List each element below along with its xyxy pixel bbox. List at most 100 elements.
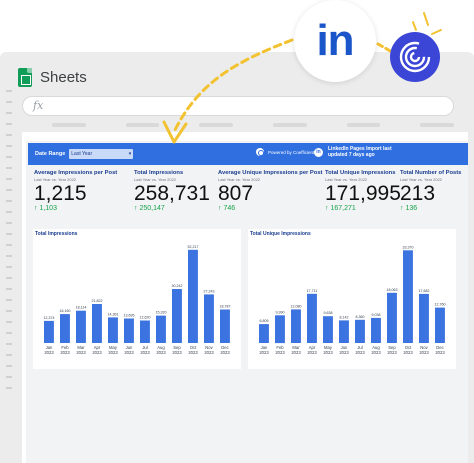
row-header[interactable]: [6, 255, 12, 257]
row-header[interactable]: [6, 145, 12, 147]
x-tick-label: Feb: [276, 345, 284, 350]
chart-bar[interactable]: [172, 289, 182, 343]
chart-bar[interactable]: [220, 309, 230, 344]
row-header[interactable]: [6, 321, 12, 323]
row-header[interactable]: [6, 112, 12, 114]
row-header[interactable]: [6, 266, 12, 268]
row-header[interactable]: [6, 123, 12, 125]
x-tick-label: May: [109, 345, 118, 350]
chart-bar[interactable]: [371, 317, 381, 343]
bar-data-label: 17,711: [307, 289, 318, 293]
chart-bar[interactable]: [204, 294, 214, 343]
powered-by: Powered by Coefficient: [256, 148, 314, 156]
formula-bar[interactable]: fx: [22, 96, 454, 116]
chart-bar[interactable]: [124, 318, 134, 344]
chart-bar[interactable]: [339, 320, 349, 343]
linkedin-logo-text: in: [316, 16, 354, 65]
x-tick-label: Sep: [388, 345, 396, 350]
kpi-value: 171,995: [325, 182, 401, 205]
chart-bar[interactable]: [259, 324, 269, 343]
kpi-delta: ↑ 1,103: [34, 205, 57, 212]
row-header[interactable]: [6, 101, 12, 103]
bar-data-label: 9,038: [372, 313, 381, 317]
row-header[interactable]: [6, 222, 12, 224]
row-header[interactable]: [6, 233, 12, 235]
chart-bar[interactable]: [387, 292, 397, 343]
bar-data-label: 18,114: [76, 306, 87, 310]
chart-bar[interactable]: [108, 317, 118, 343]
kpi-avg-unique-impressions: Average Unique Impressions per Post Last…: [218, 170, 322, 212]
row-header[interactable]: [6, 167, 12, 169]
bar-data-label: 17,682: [419, 289, 430, 293]
bar-data-label: 16,160: [60, 309, 71, 313]
kpi-title: Total Impressions: [134, 170, 184, 176]
row-header[interactable]: [6, 343, 12, 345]
row-header[interactable]: [6, 200, 12, 202]
x-tick-year: 2023: [124, 350, 134, 355]
chart-bar[interactable]: [44, 320, 54, 343]
row-header[interactable]: [6, 244, 12, 246]
chart-bar[interactable]: [355, 319, 365, 343]
row-header[interactable]: [6, 134, 12, 136]
row-header[interactable]: [6, 365, 12, 367]
row-header[interactable]: [6, 211, 12, 213]
column-header[interactable]: [420, 123, 455, 127]
row-headers: [6, 90, 14, 400]
kpi-title: Total Number of Posts: [400, 170, 462, 176]
chart-bar[interactable]: [323, 316, 333, 343]
chart-bar[interactable]: [60, 314, 70, 343]
kpi-total-posts: Total Number of Posts Last Year vs. Year…: [400, 170, 461, 212]
chart-bar[interactable]: [76, 310, 86, 343]
linkedin-logo-icon: in: [294, 0, 376, 82]
chart-bar[interactable]: [291, 309, 301, 343]
chart-bar[interactable]: [140, 320, 150, 344]
fx-icon: fx: [33, 99, 44, 112]
column-header[interactable]: [273, 123, 307, 127]
x-tick-year: 2023: [220, 350, 230, 355]
row-header[interactable]: [6, 156, 12, 158]
row-header[interactable]: [6, 90, 12, 92]
kpi-value: 258,731: [134, 182, 210, 205]
bar-data-label: 18,787: [220, 305, 231, 309]
kpi-subtitle: Last Year vs. Year 2022: [134, 177, 177, 182]
row-header[interactable]: [6, 178, 12, 180]
row-header[interactable]: [6, 288, 12, 290]
column-header[interactable]: [346, 123, 381, 127]
x-tick-label: Oct: [405, 345, 412, 350]
chart-bar[interactable]: [188, 249, 198, 343]
chart-bar[interactable]: [307, 293, 317, 343]
chart-bar[interactable]: [419, 293, 429, 343]
app-title: Sheets: [40, 68, 87, 86]
chart-bar[interactable]: [275, 315, 285, 344]
row-header[interactable]: [6, 277, 12, 279]
row-header[interactable]: [6, 387, 12, 389]
x-tick-label: Nov: [205, 345, 213, 350]
column-header[interactable]: [125, 123, 160, 127]
row-header[interactable]: [6, 189, 12, 191]
x-tick-year: 2023: [156, 350, 166, 355]
chart-bar[interactable]: [435, 307, 445, 343]
bar-data-label: 13,695: [124, 314, 135, 318]
row-header[interactable]: [6, 354, 12, 356]
row-header[interactable]: [6, 299, 12, 301]
bar-data-label: 14,361: [108, 312, 119, 316]
row-header[interactable]: [6, 376, 12, 378]
column-header[interactable]: [199, 123, 234, 127]
kpi-title: Average Unique Impressions per Post: [218, 170, 323, 176]
x-tick-year: 2023: [44, 350, 54, 355]
row-header[interactable]: [6, 310, 12, 312]
row-header[interactable]: [6, 332, 12, 334]
chart-bar[interactable]: [156, 315, 166, 343]
x-tick-year: 2023: [92, 350, 102, 355]
x-tick-year: 2023: [323, 350, 333, 355]
chart-bar[interactable]: [92, 304, 102, 343]
kpi-value: 807: [218, 182, 254, 205]
x-tick-label: Aug: [157, 345, 165, 350]
chart-bar[interactable]: [403, 250, 413, 343]
column-header[interactable]: [52, 123, 86, 127]
x-tick-year: 2023: [275, 350, 285, 355]
bar-data-label: 15,320: [156, 311, 167, 315]
date-range-select[interactable]: Last Year ▾: [69, 149, 134, 159]
coefficient-logo-icon: [390, 32, 440, 82]
